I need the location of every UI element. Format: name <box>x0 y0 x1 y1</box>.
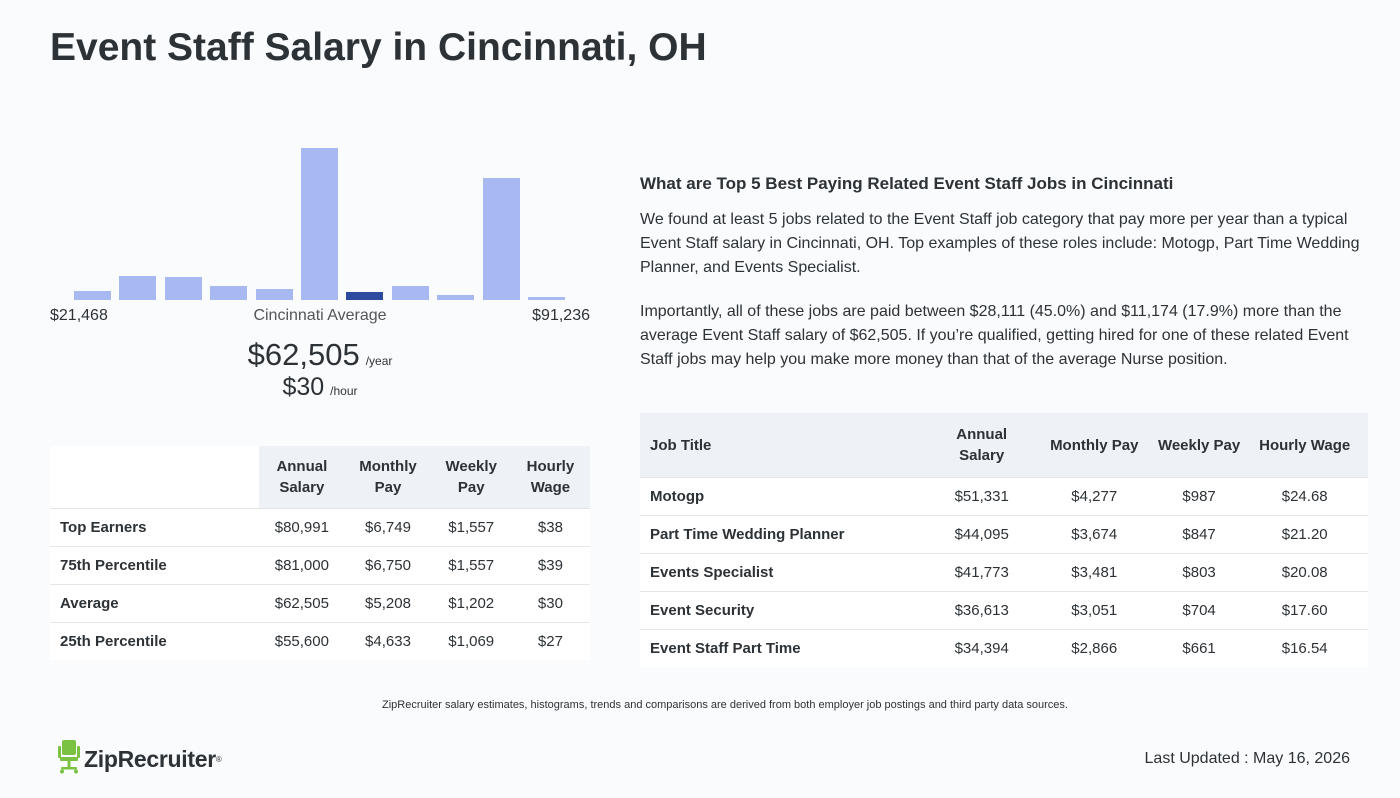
average-hourly-value: $30 <box>282 373 325 401</box>
job-title[interactable]: Events Specialist <box>640 553 932 592</box>
percentile-row: 25th Percentile $55,600 $4,633 $1,069 $27 <box>50 622 590 660</box>
percentile-weekly: $1,557 <box>431 546 511 585</box>
histogram-bar <box>119 276 157 300</box>
data-source-note: ZipRecruiter salary estimates, histogram… <box>382 699 1068 711</box>
percentile-monthly: $6,750 <box>344 546 432 585</box>
related-jobs-paragraph-1: We found at least 5 jobs related to the … <box>640 211 1360 276</box>
percentile-header-annual: Annual Salary <box>259 446 345 509</box>
related-jobs-heading: What are Top 5 Best Paying Related Event… <box>640 174 1174 193</box>
job-row[interactable]: Motogp $51,331 $4,277 $987 $24.68 <box>640 477 1368 516</box>
related-jobs-paragraph-2: Importantly, all of these jobs are paid … <box>640 303 1349 368</box>
average-yearly: $62,505/year <box>130 337 510 373</box>
percentile-header-monthly: Monthly Pay <box>344 446 432 509</box>
job-hourly: $17.60 <box>1241 591 1368 630</box>
histogram-max-label: $91,236 <box>532 307 590 324</box>
job-monthly: $4,277 <box>1031 477 1157 516</box>
histogram-min-label: $21,468 <box>50 307 108 324</box>
job-title[interactable]: Event Staff Part Time <box>640 629 932 667</box>
job-row[interactable]: Event Security $36,613 $3,051 $704 $17.60 <box>640 591 1368 630</box>
jobs-header-title: Job Title <box>640 413 932 478</box>
average-yearly-unit: /year <box>365 354 393 368</box>
job-hourly: $20.08 <box>1241 553 1368 592</box>
percentile-row-label: Average <box>50 584 260 623</box>
job-annual: $44,095 <box>931 515 1032 554</box>
percentile-hourly: $39 <box>510 546 590 585</box>
histogram-bar <box>210 286 248 300</box>
percentile-annual: $62,505 <box>259 584 345 623</box>
percentile-monthly: $5,208 <box>344 584 432 623</box>
job-annual: $36,613 <box>931 591 1032 630</box>
percentile-row-label: 75th Percentile <box>50 546 260 585</box>
registered-mark: ® <box>215 755 222 764</box>
histogram-center-label: Cincinnati Average <box>253 307 387 324</box>
job-row[interactable]: Part Time Wedding Planner $44,095 $3,674 $8… <box>640 515 1368 554</box>
percentile-table: Annual Salary Monthly Pay Weekly Pay Hou… <box>50 446 590 660</box>
percentile-weekly: $1,557 <box>431 508 511 547</box>
percentile-hourly: $30 <box>510 584 590 623</box>
job-title[interactable]: Part Time Wedding Planner <box>640 515 932 554</box>
jobs-header-annual: Annual Salary <box>931 413 1032 478</box>
job-weekly: $847 <box>1156 515 1242 554</box>
job-annual: $34,394 <box>931 629 1032 667</box>
percentile-weekly: $1,069 <box>431 622 511 660</box>
job-weekly: $661 <box>1156 629 1242 667</box>
histogram-bar <box>301 148 338 300</box>
page-title: Event Staff Salary in Cincinnati, OH <box>50 26 707 69</box>
percentile-header-hourly: Hourly Wage <box>510 446 590 509</box>
percentile-header-blank <box>50 446 260 509</box>
job-monthly: $3,481 <box>1031 553 1157 592</box>
percentile-row-label: Top Earners <box>50 508 260 547</box>
job-hourly: $21.20 <box>1241 515 1368 554</box>
histogram-bar <box>164 277 202 300</box>
job-weekly: $803 <box>1156 553 1242 592</box>
logo-wordmark: ZipRecruiter <box>84 746 216 772</box>
last-updated: Last Updated : May 16, 2026 <box>1144 750 1350 767</box>
histogram-bar <box>528 297 565 300</box>
ziprecruiter-logo[interactable]: ZipRecruiter ® <box>58 740 222 779</box>
percentile-row-label: 25th Percentile <box>50 622 260 660</box>
average-hourly-unit: /hour <box>330 384 358 398</box>
job-monthly: $3,674 <box>1031 515 1157 554</box>
job-row[interactable]: Event Staff Part Time $34,394 $2,866 $661 $1… <box>640 629 1368 667</box>
percentile-hourly: $38 <box>510 508 590 547</box>
job-monthly: $3,051 <box>1031 591 1157 630</box>
job-hourly: $16.54 <box>1241 629 1368 667</box>
histogram-bar <box>391 286 429 300</box>
jobs-header-monthly: Monthly Pay <box>1031 413 1157 478</box>
percentile-header-weekly: Weekly Pay <box>431 446 511 509</box>
percentile-weekly: $1,202 <box>431 584 511 623</box>
percentile-annual: $55,600 <box>259 622 345 660</box>
average-hourly: $30/hour <box>130 373 510 402</box>
histogram-bar <box>482 178 520 300</box>
job-title[interactable]: Motogp <box>640 477 932 516</box>
percentile-hourly: $27 <box>510 622 590 660</box>
histogram-bar <box>437 295 475 300</box>
jobs-header-hourly: Hourly Wage <box>1241 413 1368 478</box>
job-annual: $41,773 <box>931 553 1032 592</box>
job-weekly: $987 <box>1156 477 1242 516</box>
job-monthly: $2,866 <box>1031 629 1157 667</box>
job-hourly: $24.68 <box>1241 477 1368 516</box>
percentile-monthly: $4,633 <box>344 622 432 660</box>
salary-histogram <box>70 140 570 300</box>
job-row[interactable]: Events Specialist $41,773 $3,481 $803 $20.08 <box>640 553 1368 592</box>
related-jobs-table: Job Title Annual Salary Monthly Pay Week… <box>640 413 1368 667</box>
percentile-monthly: $6,749 <box>344 508 432 547</box>
percentile-row: Average $62,505 $5,208 $1,202 $30 <box>50 584 590 623</box>
histogram-bar <box>74 291 111 300</box>
percentile-annual: $81,000 <box>259 546 345 585</box>
percentile-row: 75th Percentile $81,000 $6,750 $1,557 $39 <box>50 546 590 585</box>
percentile-row: Top Earners $80,991 $6,749 $1,557 $38 <box>50 508 590 547</box>
job-annual: $51,331 <box>931 477 1032 516</box>
percentile-annual: $80,991 <box>259 508 345 547</box>
job-title[interactable]: Event Security <box>640 591 932 630</box>
average-yearly-value: $62,505 <box>247 337 360 372</box>
histogram-bar <box>255 289 293 300</box>
histogram-bar <box>346 292 384 300</box>
chair-icon <box>58 740 80 779</box>
job-weekly: $704 <box>1156 591 1242 630</box>
jobs-header-weekly: Weekly Pay <box>1156 413 1242 478</box>
